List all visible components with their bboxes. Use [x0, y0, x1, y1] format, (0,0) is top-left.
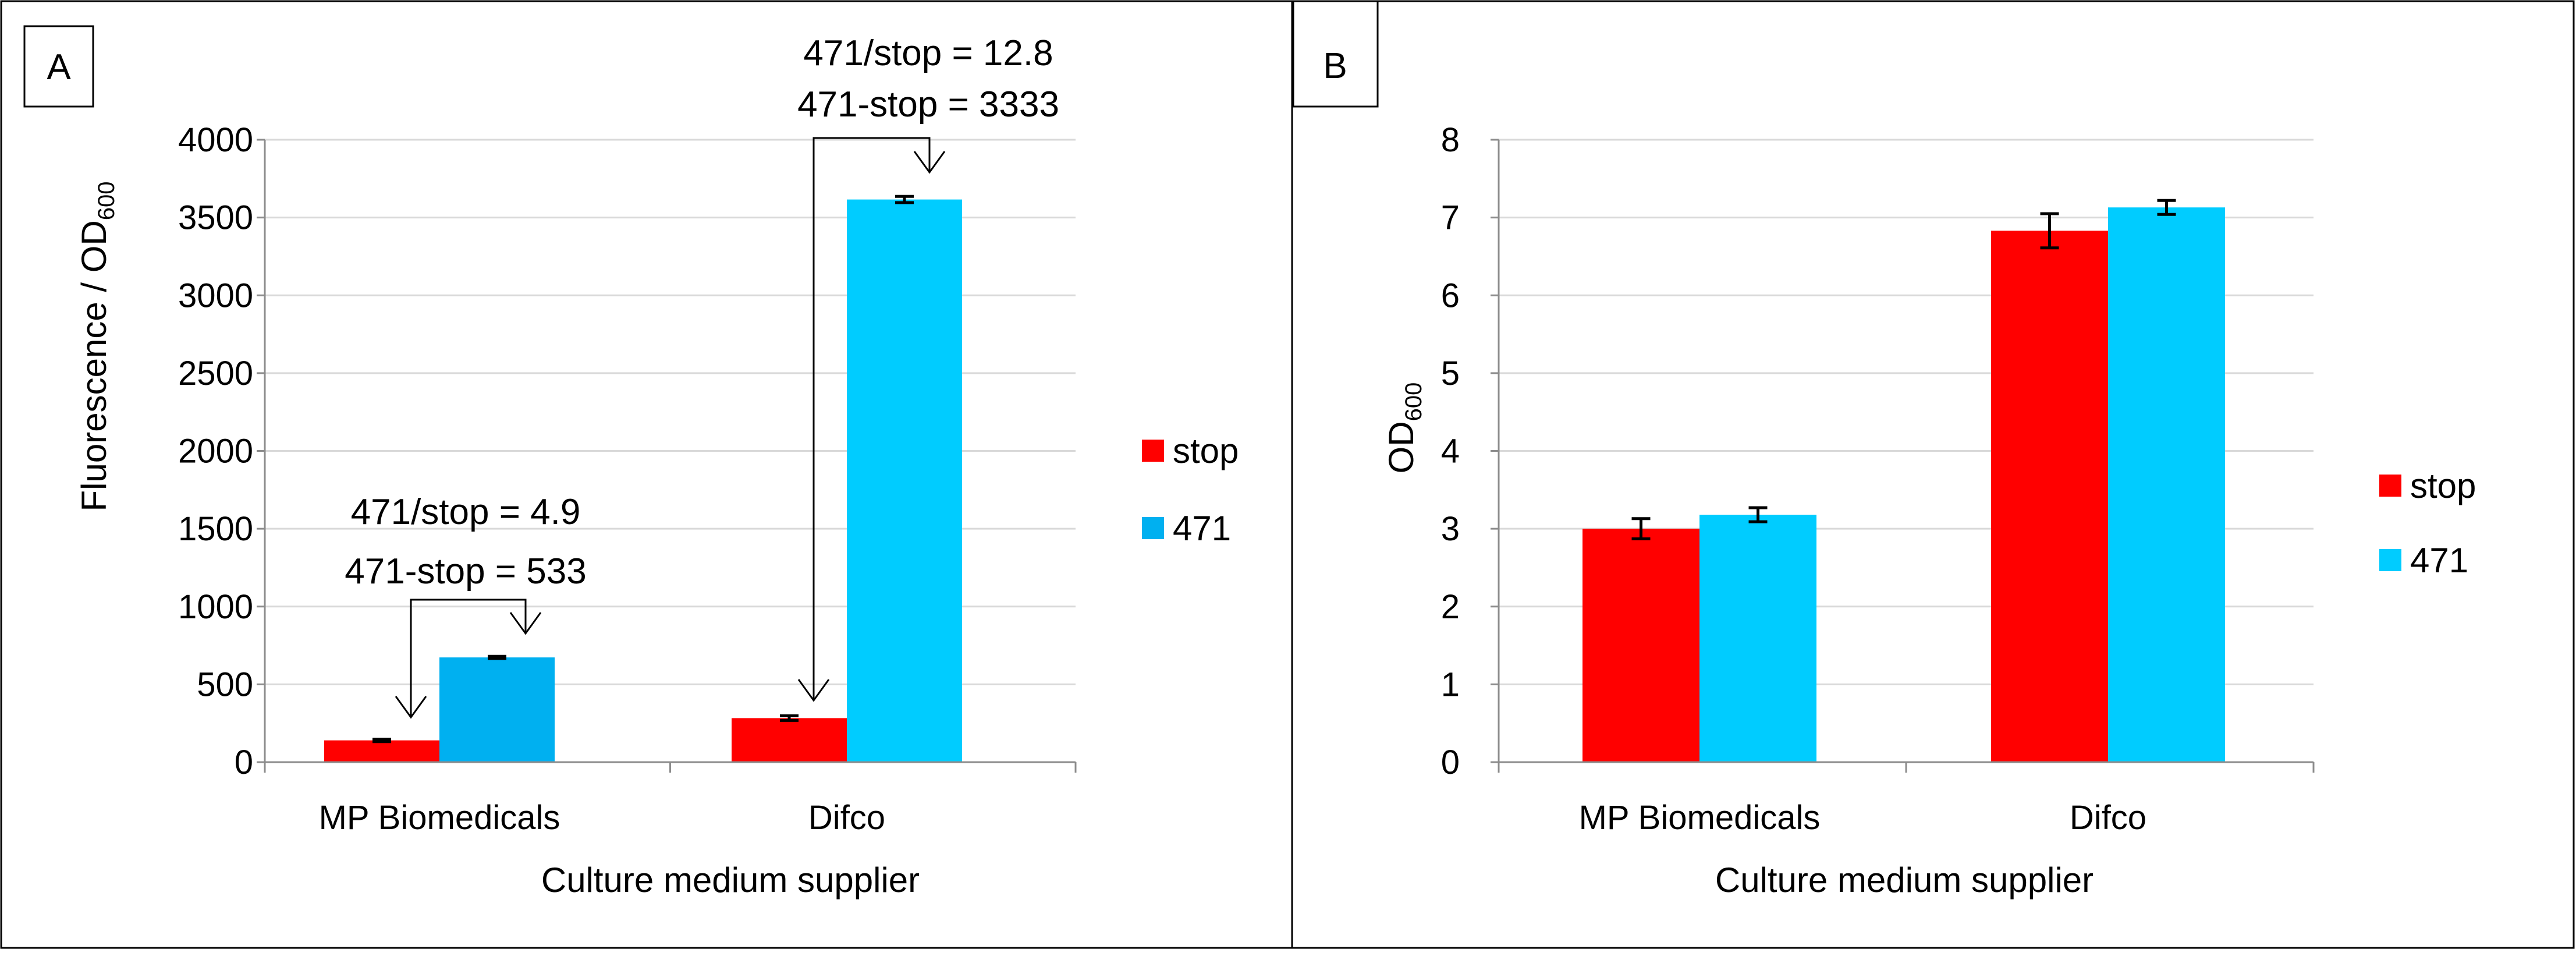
panel-a-y-tick-label: 3500 [178, 199, 253, 237]
panel-a-y-tick-label: 500 [197, 665, 253, 703]
panel-b-y-ticks: 0 1 2 3 4 5 6 7 8 [1441, 121, 1499, 781]
panel-a-bars [324, 199, 962, 762]
panel-b-y-axis-title-main: OD [1382, 421, 1421, 473]
panel-a-y-axis-title-main: Fluorescence / OD [74, 220, 113, 511]
panel-b-y-axis-title-subscript: 600 [1401, 383, 1427, 422]
panel-b-bar-471 [1699, 515, 1816, 762]
panel-a-y-tick-label: 2500 [178, 355, 253, 392]
panel-b-error-bar [2040, 212, 2059, 250]
panel-a: A 0 500 1000 1500 2000 2500 3000 3500 4000 MP Bi… [0, 0, 1293, 949]
panel-a-bar-stop [324, 740, 439, 762]
panel-b-error-bar [1631, 517, 1651, 540]
panel-a-y-tick-label: 0 [235, 744, 253, 781]
panel-b-bar-stop [1582, 529, 1699, 762]
panel-a-annotation-difco-ratio: 471/stop = 12.8 [803, 33, 1053, 73]
panel-a-annotation-mp-difference: 471-stop = 533 [345, 551, 586, 592]
panel-a-x-ticks [264, 762, 1077, 773]
panel-a-bar-471 [847, 199, 962, 762]
panel-b-bar-stop [1991, 231, 2108, 762]
panel-a-annotation-arrow-mp [395, 599, 542, 719]
panel-a-category-label: Difco [808, 799, 885, 837]
panel-a-bar-471 [439, 657, 555, 762]
panel-a-y-tick-label: 2000 [178, 433, 253, 470]
panel-a-error-bars [372, 194, 914, 744]
panel-a-legend-swatch-471 [1142, 517, 1164, 539]
panel-b-error-bar [2157, 199, 2176, 216]
panel-b-bars [1582, 207, 2225, 762]
panel-b-legend-swatch-stop [2379, 475, 2401, 497]
panel-a-annotation-difco-difference: 471-stop = 3333 [797, 84, 1059, 125]
panel-a-annotation-arrow-difco [797, 137, 946, 702]
panel-a-arrow-mp-line [410, 599, 527, 717]
panel-a-arrow-mp-head-right [509, 612, 542, 635]
panel-a-arrow-difco-head-right [913, 151, 946, 174]
panel-b-legend-swatch-471 [2379, 549, 2401, 571]
panel-a-error-bar [372, 737, 391, 744]
panel-b-x-ticks [1498, 762, 2315, 773]
panel-b-y-tick-label: 8 [1441, 121, 1460, 159]
panel-b-legend-label-stop: stop [2410, 466, 2476, 505]
panel-a-y-ticks: 0 500 1000 1500 2000 2500 3000 3500 4000 [178, 121, 265, 781]
panel-a-arrow-difco-line [812, 137, 931, 700]
panel-a-annotation-mp-ratio: 471/stop = 4.9 [351, 492, 581, 532]
panel-a-category-label: MP Biomedicals [319, 799, 560, 837]
panel-b: B 0 1 2 3 4 5 6 7 8 MP Biomedicals Difco Culture… [1291, 0, 2575, 949]
panel-a-y-tick-label: 4000 [178, 121, 253, 159]
panel-a-label-box [23, 25, 94, 108]
panel-b-label-box [1292, 0, 1379, 108]
panel-a-y-tick-label: 1000 [178, 588, 253, 626]
panel-b-y-tick-label: 6 [1441, 277, 1460, 314]
panel-a-y-axis-title-subscript: 600 [94, 182, 119, 221]
panel-a-y-axis-title: Fluorescence / OD600 [74, 182, 119, 512]
panel-a-y-tick-label: 1500 [178, 510, 253, 548]
panel-b-label: B [1323, 46, 1347, 86]
panel-b-y-tick-label: 4 [1441, 433, 1460, 470]
panel-b-y-tick-label: 7 [1441, 199, 1460, 237]
panel-b-category-label: MP Biomedicals [1579, 799, 1821, 837]
panel-a-arrow-difco-head-left [797, 679, 830, 702]
panel-b-y-axis-title: OD600 [1382, 383, 1427, 474]
panel-a-legend-swatch-stop [1142, 440, 1164, 462]
panel-b-legend-label-471: 471 [2410, 541, 2468, 580]
panel-b-x-axis-title: Culture medium supplier [1715, 861, 2094, 900]
panel-b-error-bars [1631, 199, 2176, 540]
panel-b-y-tick-label: 2 [1441, 588, 1460, 626]
panel-b-bar-471 [2108, 207, 2225, 762]
panel-b-error-bar [1748, 506, 1768, 523]
panel-a-bar-stop [732, 718, 847, 762]
panel-a-arrow-mp-head-left [395, 696, 427, 719]
panel-a-y-tick-label: 3000 [178, 277, 253, 314]
panel-a-error-bar [895, 194, 914, 204]
panel-a-label: A [47, 47, 71, 87]
panel-b-y-tick-label: 1 [1441, 665, 1460, 703]
panel-a-x-axis-title: Culture medium supplier [541, 861, 920, 900]
panel-a-legend-label-471: 471 [1173, 509, 1231, 548]
panel-a-legend-label-stop: stop [1173, 431, 1239, 470]
panel-a-error-bar [488, 654, 506, 660]
panel-b-category-label: Difco [2070, 799, 2146, 837]
panel-b-frame [1291, 0, 2575, 949]
panel-a-error-bar [780, 714, 799, 722]
panel-b-y-tick-label: 5 [1441, 355, 1460, 392]
panel-b-y-tick-label: 0 [1441, 744, 1460, 781]
panel-b-y-tick-label: 3 [1441, 510, 1460, 548]
